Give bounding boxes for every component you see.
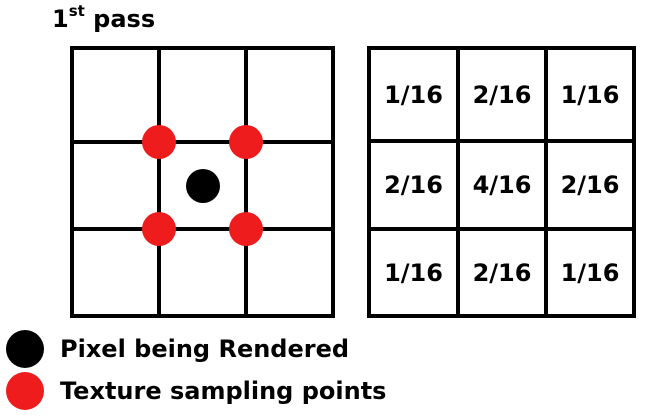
- rendered-pixel-point: [186, 169, 220, 203]
- weight-cell: 1/16: [384, 258, 443, 287]
- weight-cell: 2/16: [384, 171, 443, 199]
- weight-grid-border: [367, 46, 636, 318]
- legend-pixel: Pixel being Rendered: [6, 330, 349, 368]
- sampling-grid: [70, 46, 335, 318]
- weight-cell: 1/16: [384, 80, 443, 109]
- weight-cell: 2/16: [472, 258, 532, 287]
- legend-sample-label: Texture sampling points: [60, 377, 387, 405]
- title-text: pass: [84, 5, 156, 33]
- diagram-title: 1st pass: [52, 2, 156, 33]
- texture-sample-point: [229, 212, 263, 246]
- title-number: 1: [52, 5, 69, 33]
- sampling-grid-border: [70, 46, 335, 318]
- weight-cell: 1/16: [560, 258, 620, 287]
- black-dot-icon: [6, 330, 44, 368]
- weight-cell: 4/16: [472, 171, 532, 199]
- texture-sample-point: [142, 212, 176, 246]
- weight-cell: 2/16: [560, 171, 620, 199]
- legend-sample: Texture sampling points: [6, 372, 386, 410]
- title-ordinal-suffix: st: [68, 2, 85, 20]
- weight-cell: 2/16: [472, 80, 532, 109]
- weight-cell: 1/16: [560, 80, 620, 109]
- weight-grid: [367, 46, 636, 318]
- texture-sample-point: [142, 125, 176, 159]
- red-dot-icon: [6, 372, 44, 410]
- legend-pixel-label: Pixel being Rendered: [60, 335, 350, 363]
- texture-sample-point: [229, 125, 263, 159]
